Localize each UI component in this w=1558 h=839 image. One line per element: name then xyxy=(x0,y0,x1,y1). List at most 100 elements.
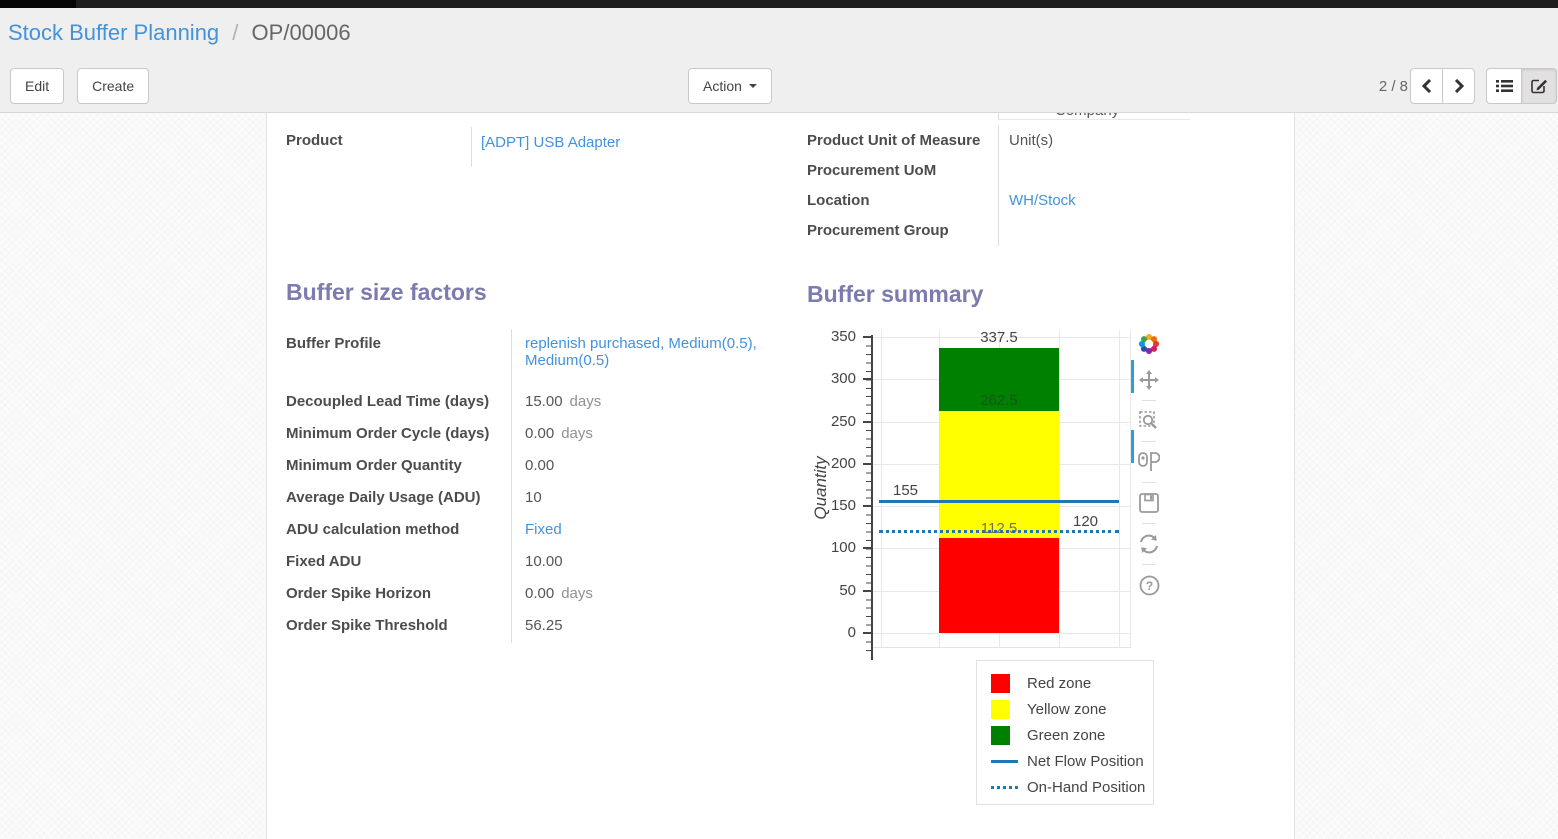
legend-item-net-flow[interactable]: Net Flow Position xyxy=(991,748,1153,774)
y-tick-200: 200 xyxy=(830,455,856,472)
yellow-top-label: 262.5 xyxy=(980,392,1018,409)
product-value-link[interactable]: [ADPT] USB Adapter xyxy=(481,134,621,151)
gridline xyxy=(1059,330,1060,648)
breadcrumb-separator: / xyxy=(232,20,239,45)
red-top-label: 112.5 xyxy=(980,520,1018,537)
reset-icon[interactable] xyxy=(1137,532,1161,556)
legend-item-yellow-zone[interactable]: Yellow zone xyxy=(991,696,1153,722)
chevron-left-icon xyxy=(1421,79,1431,93)
pager-prev-button[interactable] xyxy=(1410,68,1443,104)
procurement-group-label: Procurement Group xyxy=(807,222,949,239)
uom-label: Product Unit of Measure xyxy=(807,132,981,149)
modebar-separator xyxy=(1142,400,1156,401)
yellow-zone-bar xyxy=(939,411,1059,538)
legend-item-red-zone[interactable]: Red zone xyxy=(991,670,1153,696)
moc-unit: days xyxy=(561,425,593,442)
moq-label: Minimum Order Quantity xyxy=(286,457,462,474)
gridline xyxy=(1119,330,1120,648)
y-tick-100: 100 xyxy=(830,539,856,556)
legend-item-on-hand[interactable]: On-Hand Position xyxy=(991,774,1153,800)
plotly-logo-icon[interactable] xyxy=(1137,332,1161,356)
spike-horizon-value: 0.00 xyxy=(525,585,555,602)
green-top-label: 337.5 xyxy=(980,329,1018,346)
pager-next-button[interactable] xyxy=(1442,68,1475,104)
green-zone-bar xyxy=(939,348,1059,411)
y-axis-minor-ticks xyxy=(866,337,871,655)
buffer-profile-value-link[interactable]: replenish purchased, Medium(0.5), Medium… xyxy=(525,335,757,369)
breadcrumb-parent-link[interactable]: Stock Buffer Planning xyxy=(8,20,220,45)
y-major-tick xyxy=(863,378,871,380)
box-zoom-icon[interactable] xyxy=(1137,409,1161,433)
procurement-uom-value xyxy=(998,156,1280,186)
procurement-group-value xyxy=(998,216,1280,246)
on-hand-position-line xyxy=(879,530,1119,533)
field-row-location: Location WH/Stock xyxy=(807,186,1280,216)
factors-table: Buffer Profile replenish purchased, Medi… xyxy=(286,329,786,643)
edit-button[interactable]: Edit xyxy=(10,68,65,104)
create-button[interactable]: Create xyxy=(77,68,150,104)
form-view-button[interactable] xyxy=(1521,68,1557,104)
moc-value: 0.00 xyxy=(525,425,555,442)
adu-label: Average Daily Usage (ADU) xyxy=(286,489,481,506)
legend-label: Net Flow Position xyxy=(1027,752,1144,770)
location-value-link[interactable]: WH/Stock xyxy=(1009,192,1076,209)
help-icon[interactable]: ? xyxy=(1137,573,1161,597)
form-buttons: Edit Create xyxy=(10,68,150,104)
fixed-adu-value: 10.00 xyxy=(525,553,563,570)
field-row-moc: Minimum Order Cycle (days) 0.00 days xyxy=(286,419,786,451)
legend-item-green-zone[interactable]: Green zone xyxy=(991,722,1153,748)
fixed-adu-label: Fixed ADU xyxy=(286,553,362,570)
dlt-unit: days xyxy=(569,393,602,410)
legend-label: On-Hand Position xyxy=(1027,778,1146,796)
action-dropdown-button[interactable]: Action xyxy=(688,68,772,104)
gridline xyxy=(881,330,882,648)
field-row-dlt: Decoupled Lead Time (days) 15.00 days xyxy=(286,387,786,419)
pan-icon[interactable] xyxy=(1137,368,1161,392)
net-flow-value-label: 155 xyxy=(893,482,919,499)
y-major-tick xyxy=(863,632,871,634)
dlt-value: 15.00 xyxy=(525,393,563,410)
on-hand-value-label: 120 xyxy=(1073,513,1099,530)
modebar-separator xyxy=(1142,441,1156,442)
legend-label: Yellow zone xyxy=(1027,700,1107,718)
breadcrumb-current: OP/00006 xyxy=(251,20,351,45)
list-view-button[interactable] xyxy=(1486,68,1522,104)
gridline xyxy=(873,337,1131,338)
y-tick-150: 150 xyxy=(830,497,856,514)
y-tick-300: 300 xyxy=(830,370,856,387)
field-row-moq: Minimum Order Quantity 0.00 xyxy=(286,451,786,483)
chevron-right-icon xyxy=(1454,79,1464,93)
moc-label: Minimum Order Cycle (days) xyxy=(286,425,490,442)
hover-compare-icon[interactable] xyxy=(1137,450,1161,474)
y-major-tick xyxy=(863,463,871,465)
adu-value: 10 xyxy=(525,489,542,506)
yellow-swatch xyxy=(991,699,1010,719)
factors-section-title: Buffer size factors xyxy=(286,279,487,305)
adu-method-value-link[interactable]: Fixed xyxy=(525,521,562,538)
gridline xyxy=(1130,330,1131,648)
spike-threshold-label: Order Spike Threshold xyxy=(286,617,448,634)
adu-method-label: ADU calculation method xyxy=(286,521,460,538)
field-row-product: Product [ADPT] USB Adapter xyxy=(286,127,791,167)
breadcrumb: Stock Buffer Planning / OP/00006 xyxy=(8,20,351,46)
chart-plot-area[interactable]: 337.5 262.5 112.5 155 120 xyxy=(873,330,1131,648)
gridline xyxy=(873,633,1131,634)
field-row-procurement-group: Procurement Group xyxy=(807,216,1280,246)
chevron-down-icon xyxy=(748,84,757,88)
chart-legend: Red zone Yellow zone Green zone Net Flow… xyxy=(976,660,1154,805)
buffer-size-factors-section: Buffer size factors Buffer Profile reple… xyxy=(286,279,786,643)
form-edit-icon xyxy=(1530,79,1547,94)
y-major-tick xyxy=(863,336,871,338)
top-navbar-segment xyxy=(0,0,76,8)
top-field-groups: Product [ADPT] USB Adapter Company Produ… xyxy=(286,113,1280,246)
field-row-buffer-profile: Buffer Profile replenish purchased, Medi… xyxy=(286,329,786,387)
save-icon[interactable] xyxy=(1137,491,1161,515)
clipped-field-value: Company xyxy=(999,113,1190,119)
y-tick-250: 250 xyxy=(830,413,856,430)
field-row-procurement-uom: Procurement UoM xyxy=(807,156,1280,186)
summary-section-title: Buffer summary xyxy=(807,281,984,307)
clipped-field-row: Company xyxy=(998,113,1190,120)
field-row-spike-horizon: Order Spike Horizon 0.00 days xyxy=(286,579,786,611)
dlt-label: Decoupled Lead Time (days) xyxy=(286,393,490,410)
list-icon xyxy=(1495,80,1513,92)
